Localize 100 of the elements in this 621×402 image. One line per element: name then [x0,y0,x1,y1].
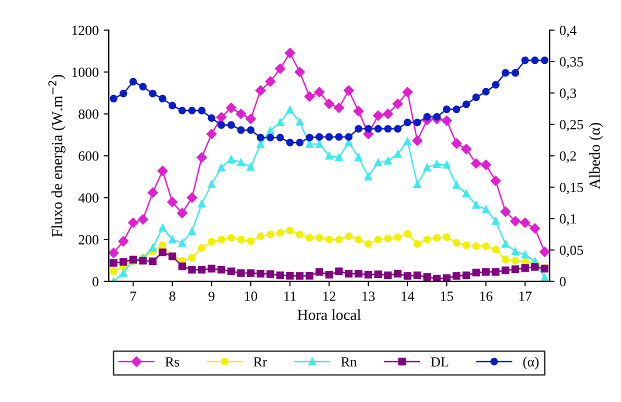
point [120,269,128,277]
y2-tick-label: 0,25 [560,120,584,132]
point [384,234,392,242]
point [167,196,178,208]
point [413,240,422,248]
point [452,181,460,189]
point [531,56,539,64]
y2-axis-title: Albedo (α) [589,122,604,190]
point [335,236,343,244]
point [236,108,246,120]
point [325,133,333,141]
point [276,229,284,237]
point [461,144,472,154]
point [480,160,492,170]
point [208,114,216,122]
legend-label: DL [430,357,448,366]
point [451,138,462,149]
point [470,158,482,169]
y-tick-label: 600 [78,151,98,161]
point [462,100,470,108]
x-tick-label: 7 [130,292,136,301]
point [286,226,294,234]
point [442,274,451,282]
point [256,270,264,278]
x-tick-label: 9 [208,292,214,301]
point [196,152,207,163]
point [157,166,168,176]
point [198,244,206,252]
point [520,218,530,228]
point [521,264,529,272]
point [158,248,166,256]
point [423,113,431,121]
point [256,232,264,240]
point [472,94,480,102]
point [511,265,520,274]
point [188,266,196,274]
point [139,256,147,264]
point [384,156,392,165]
point [492,268,500,276]
point [148,257,157,266]
point [206,128,217,140]
point [511,256,520,264]
point [110,94,118,102]
point [502,266,510,274]
point [423,273,431,281]
point [158,94,166,102]
point [442,105,451,114]
point [266,134,274,142]
point [246,269,255,277]
point [502,240,510,248]
point [354,270,362,278]
point [482,268,490,276]
point [521,56,529,64]
point [492,246,500,254]
point [306,272,314,280]
point [256,140,264,148]
legend-label: Rs [165,357,180,367]
point [511,247,520,256]
point [188,227,196,235]
point [276,134,284,142]
point [306,140,314,148]
point [335,268,343,276]
point [227,268,235,276]
point [404,272,412,280]
x-tick-label: 15 [440,292,454,301]
y2-tick-label: 0,2 [560,151,576,163]
point [226,102,236,113]
point [402,87,413,98]
point [433,234,441,242]
point [510,216,520,226]
point [208,180,216,188]
point [148,244,157,252]
point [433,274,441,282]
point [296,138,304,146]
point [218,121,226,129]
point [110,268,118,276]
point [286,272,294,280]
point [374,158,382,166]
point [110,259,118,267]
point [335,154,343,162]
point [216,112,226,122]
point [296,118,304,126]
point [502,256,510,264]
point [237,158,245,166]
point [227,234,235,242]
point [237,236,245,244]
point [354,124,362,133]
point [227,155,235,163]
point [452,272,460,280]
y2-tick-label: 0,35 [560,57,584,69]
point [442,160,451,169]
point [275,64,286,74]
point [218,266,226,274]
point [198,266,206,274]
point [423,164,431,172]
point [286,106,294,114]
point [384,124,392,133]
y2-tick-label: 0,1 [560,214,576,226]
point [324,98,334,109]
point [452,239,460,247]
